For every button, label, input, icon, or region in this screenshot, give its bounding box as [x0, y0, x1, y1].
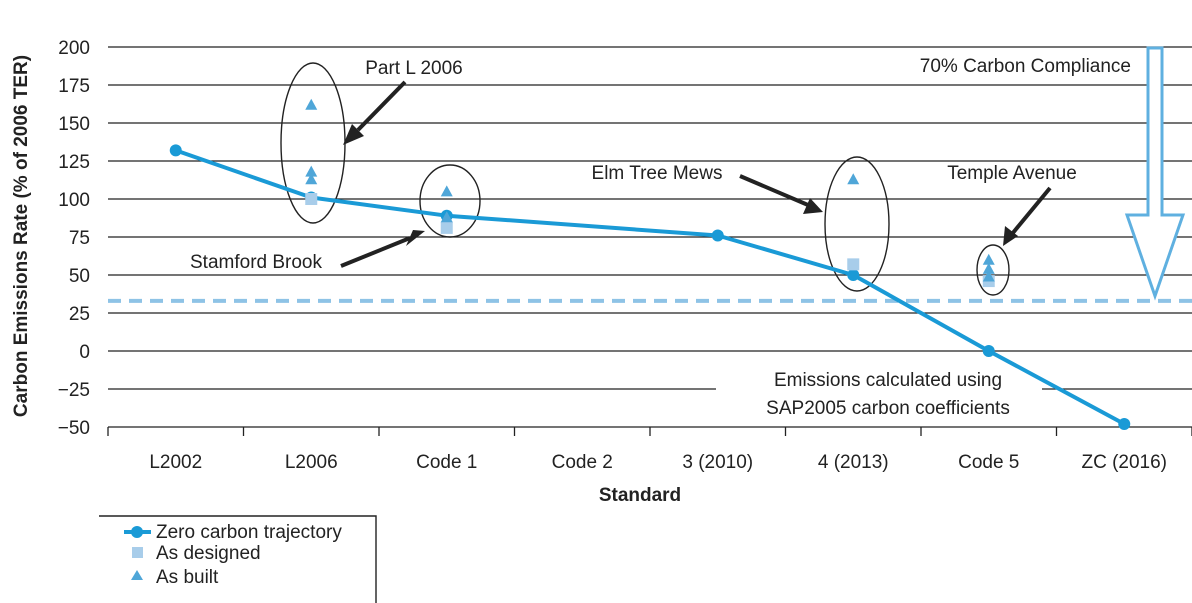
y-tick-label: 175 [58, 76, 90, 97]
point-zero-carbon [169, 144, 182, 157]
arrow-temple-avenue [1010, 186, 1052, 236]
point-as-built [982, 262, 995, 274]
arrow-stamford-brook [340, 236, 411, 268]
point-as-built [305, 165, 318, 177]
annotation-part-l-2006: Part L 2006 [365, 58, 463, 79]
compliance-arrow [1124, 46, 1186, 301]
x-tick-label: L2002 [149, 452, 202, 473]
point-as-built [305, 98, 318, 110]
point-zero-carbon [1118, 417, 1131, 430]
x-tick-label: Code 2 [552, 452, 613, 473]
legend-label-zero-carbon: Zero carbon trajectory [156, 522, 342, 543]
y-tick-label: 200 [58, 38, 90, 59]
arrowhead-stamford-brook [406, 230, 425, 246]
x-tick-label: Code 1 [416, 452, 477, 473]
y-tick-label: 100 [58, 190, 90, 211]
x-axis [107, 427, 1192, 436]
x-tick-label: L2006 [285, 452, 338, 473]
arrowhead-elm-tree-mews [803, 198, 823, 214]
x-tick-labels: L2002 L2006 Code 1 Code 2 3 (2010) 4 (2013) Co… [149, 452, 1167, 473]
legend-border [99, 515, 377, 603]
annotation-elm-tree-mews: Elm Tree Mews [592, 163, 723, 184]
legend-item-as-built: As built [131, 567, 219, 588]
point-as-designed [440, 221, 453, 234]
annotation-stamford-brook: Stamford Brook [190, 252, 322, 273]
y-tick-label: 25 [69, 304, 90, 325]
legend-label-as-designed: As designed [156, 543, 261, 564]
y-tick-label: 150 [58, 114, 90, 135]
ellipse-temple-avenue [976, 244, 1010, 296]
annotation-emissions-note-line1: Emissions calculated using [774, 370, 1002, 391]
legend-swatch-circle [131, 526, 143, 538]
annotation-emissions-note-line2: SAP2005 carbon coefficients [766, 398, 1010, 419]
y-tick-label: 75 [69, 228, 90, 249]
x-tick-label: 4 (2013) [818, 452, 889, 473]
annotation-temple-avenue: Temple Avenue [947, 163, 1077, 184]
y-tick-label: −25 [58, 380, 90, 401]
y-tick-label: 0 [79, 342, 90, 363]
point-as-designed [305, 193, 318, 205]
ellipse-stamford-brook [419, 164, 481, 238]
arrowhead-temple-avenue [1003, 226, 1018, 246]
x-tick-label: ZC (2016) [1081, 452, 1167, 473]
y-axis-title: Carbon Emissions Rate (% of 2006 TER) [11, 55, 32, 417]
legend-item-as-designed: As designed [132, 543, 261, 564]
point-as-built [440, 211, 453, 223]
arrow-part-l-2006 [356, 80, 407, 132]
arrowhead-part-l-2006 [343, 124, 364, 145]
y-tick-label: −50 [58, 418, 90, 439]
point-as-designed [847, 258, 860, 271]
arrow-elm-tree-mews [739, 174, 809, 207]
y-tick-label: 125 [58, 152, 90, 173]
legend-item-zero-carbon: Zero carbon trajectory [124, 522, 342, 543]
x-axis-title: Standard [599, 485, 681, 506]
emissions-note-background [716, 366, 1042, 424]
legend-swatch-triangle [131, 570, 143, 580]
point-as-built [982, 270, 995, 282]
point-as-built [440, 185, 453, 197]
ellipse-elm-tree-mews [824, 156, 890, 292]
legend-swatch-square [132, 547, 143, 558]
point-zero-carbon [711, 229, 724, 242]
point-zero-carbon [982, 345, 995, 357]
series-layer [169, 98, 1131, 430]
y-tick-labels: 200 175 150 125 100 75 50 25 0 −25 −50 [58, 38, 90, 439]
y-tick-label: 50 [69, 266, 90, 287]
point-as-built [305, 173, 318, 185]
annotation-arrows [340, 80, 1052, 268]
x-tick-label: Code 5 [958, 452, 1019, 473]
point-as-built [982, 253, 995, 265]
point-zero-carbon [847, 269, 860, 281]
reference-line-label: 70% Carbon Compliance [920, 56, 1131, 77]
point-as-built [847, 173, 860, 185]
legend-label-as-built: As built [156, 567, 219, 588]
x-tick-label: 3 (2010) [682, 452, 753, 473]
legend: Zero carbon trajectory As designed As bu… [99, 515, 377, 603]
